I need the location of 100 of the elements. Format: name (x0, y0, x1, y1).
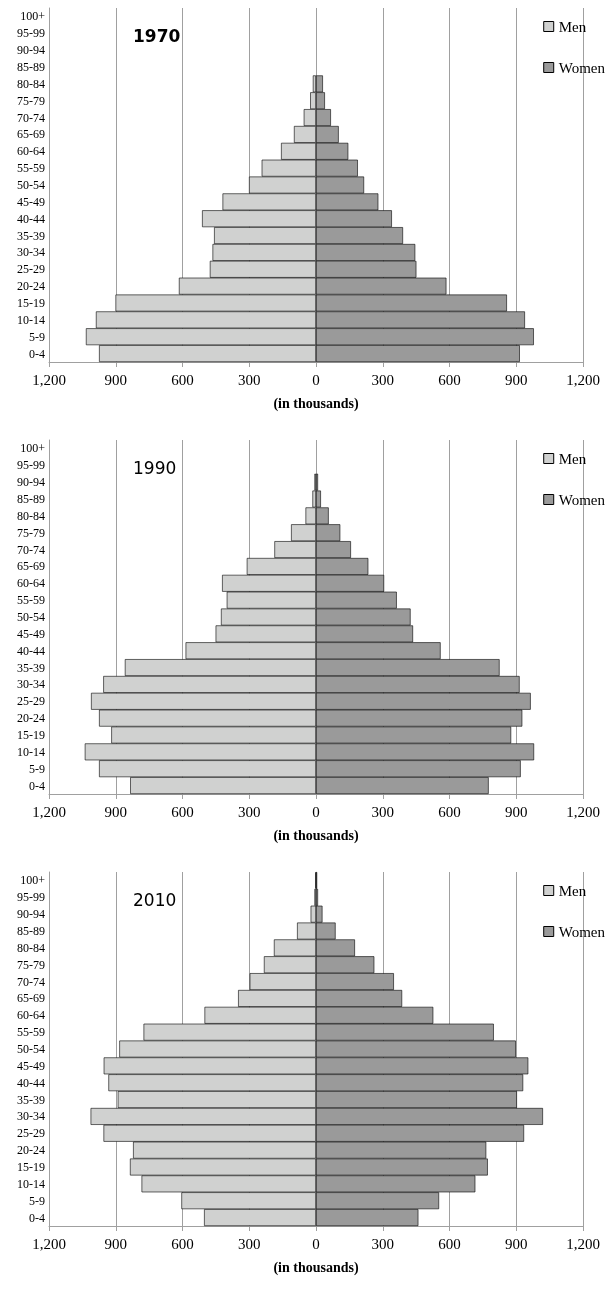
y-tick-label: 15-19 (17, 1160, 45, 1174)
y-tick-label: 90-94 (17, 475, 45, 490)
x-tick-label: 1,200 (566, 803, 600, 820)
y-tick-label: 45-49 (17, 1058, 45, 1073)
y-tick-label: 15-19 (17, 728, 45, 742)
y-tick-label: 100+ (20, 873, 46, 888)
y-tick-label: 50-54 (17, 1042, 45, 1056)
y-tick-label: 15-19 (17, 296, 45, 310)
x-tick-label: 900 (104, 803, 127, 820)
y-tick-label: 65-69 (17, 127, 45, 142)
y-tick-label: 25-29 (17, 1126, 45, 1141)
y-tick-label: 95-99 (17, 890, 45, 905)
y-tick-label: 60-64 (17, 576, 45, 591)
y-tick-label: 10-14 (17, 1176, 45, 1191)
y-tick-label: 70-74 (17, 542, 45, 557)
y-tick-label: 40-44 (17, 211, 45, 226)
y-tick-label: 0-4 (29, 346, 45, 361)
y-tick-label: 30-34 (17, 677, 45, 692)
x-tick-label: 600 (438, 1235, 461, 1252)
y-tick-label: 70-74 (17, 110, 45, 125)
y-tick-label: 85-89 (17, 492, 45, 506)
y-tick-label: 20-24 (17, 279, 45, 294)
y-tick-label: 80-84 (17, 76, 45, 91)
x-tick-label: 600 (438, 371, 461, 388)
x-tick-label: 900 (104, 1235, 127, 1252)
y-tick-label: 95-99 (17, 26, 45, 41)
y-tick-label: 0-4 (29, 1210, 45, 1225)
y-tick-label: 75-79 (17, 525, 45, 540)
x-tick-label: 900 (104, 371, 127, 388)
x-tick-label: 600 (171, 1235, 194, 1252)
text: 1970 (133, 25, 181, 46)
x-tick-label: 0 (312, 1235, 320, 1252)
x-tick-label: 300 (238, 1235, 261, 1252)
x-axis-title: (in thousands) (273, 1259, 359, 1276)
y-tick-label: 40-44 (17, 643, 45, 658)
x-tick-label: 1,200 (566, 371, 600, 388)
y-tick-label: 80-84 (17, 940, 45, 955)
legend-label: Women (558, 491, 606, 508)
y-tick-label: 80-84 (17, 508, 45, 523)
y-tick-label: 75-79 (17, 957, 45, 972)
y-tick-label: 35-39 (17, 660, 45, 675)
x-tick-label: 0 (312, 803, 320, 820)
x-tick-label: 900 (505, 803, 528, 820)
x-tick-label: 300 (371, 803, 394, 820)
legend-label: Men (558, 450, 587, 467)
y-tick-label: 35-39 (17, 1092, 45, 1107)
x-tick-label: 600 (171, 803, 194, 820)
y-tick-label: 70-74 (17, 974, 45, 989)
y-tick-label: 60-64 (17, 1008, 45, 1023)
y-tick-label: 55-59 (17, 1025, 45, 1040)
y-tick-label: 10-14 (17, 744, 45, 759)
x-tick-label: 600 (438, 803, 461, 820)
x-axis-title: (in thousands) (273, 395, 359, 412)
x-tick-label: 900 (505, 1235, 528, 1252)
y-tick-label: 85-89 (17, 924, 45, 938)
y-tick-label: 5-9 (29, 1193, 45, 1208)
x-tick-label: 1,200 (32, 1235, 66, 1252)
y-tick-label: 100+ (20, 9, 46, 24)
y-tick-label: 10-14 (17, 312, 45, 327)
y-tick-label: 60-64 (17, 144, 45, 159)
legend-label: Men (558, 882, 587, 899)
y-tick-label: 100+ (20, 441, 46, 456)
x-axis-title: (in thousands) (273, 827, 359, 844)
y-tick-label: 5-9 (29, 329, 45, 344)
y-tick-label: 50-54 (17, 610, 45, 624)
y-tick-label: 95-99 (17, 458, 45, 473)
x-tick-label: 0 (312, 371, 320, 388)
y-tick-label: 55-59 (17, 593, 45, 608)
y-tick-label: 25-29 (17, 262, 45, 277)
y-tick-label: 45-49 (17, 626, 45, 641)
x-tick-label: 300 (238, 803, 261, 820)
y-tick-label: 40-44 (17, 1075, 45, 1090)
x-tick-label: 600 (171, 371, 194, 388)
y-tick-label: 55-59 (17, 161, 45, 176)
y-tick-label: 45-49 (17, 194, 45, 209)
y-tick-label: 65-69 (17, 559, 45, 574)
y-tick-label: 75-79 (17, 93, 45, 108)
x-tick-label: 300 (371, 1235, 394, 1252)
y-tick-label: 5-9 (29, 761, 45, 776)
y-tick-label: 90-94 (17, 907, 45, 922)
y-tick-label: 20-24 (17, 711, 45, 726)
x-tick-label: 1,200 (566, 1235, 600, 1252)
text: 2010 (133, 889, 177, 910)
x-tick-label: 1,200 (32, 803, 66, 820)
x-tick-label: 900 (505, 371, 528, 388)
y-tick-label: 65-69 (17, 991, 45, 1006)
text: 1990 (133, 457, 177, 478)
x-tick-label: 300 (238, 371, 261, 388)
y-tick-label: 85-89 (17, 60, 45, 74)
y-tick-label: 50-54 (17, 178, 45, 192)
legend-label: Men (558, 18, 587, 35)
y-tick-label: 35-39 (17, 228, 45, 243)
y-tick-label: 25-29 (17, 694, 45, 709)
x-tick-label: 1,200 (32, 371, 66, 388)
y-tick-label: 30-34 (17, 1109, 45, 1124)
x-tick-label: 300 (371, 371, 394, 388)
legend-label: Women (558, 923, 606, 940)
legend-label: Women (558, 59, 606, 76)
y-tick-label: 0-4 (29, 778, 45, 793)
y-tick-label: 20-24 (17, 1143, 45, 1158)
